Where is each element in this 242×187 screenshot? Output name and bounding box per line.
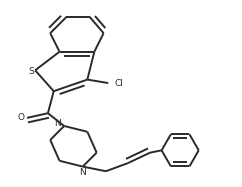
Text: O: O: [17, 113, 24, 122]
Text: N: N: [54, 119, 61, 128]
Text: Cl: Cl: [114, 79, 123, 88]
Text: S: S: [28, 67, 34, 76]
Text: N: N: [79, 168, 86, 177]
